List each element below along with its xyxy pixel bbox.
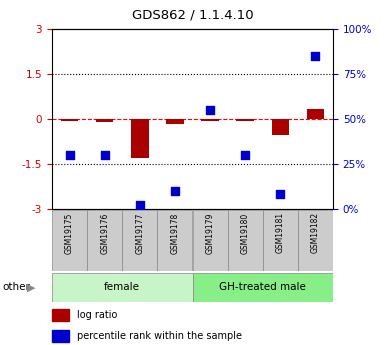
Bar — [52, 273, 192, 302]
Text: log ratio: log ratio — [77, 310, 117, 320]
Bar — [228, 210, 263, 271]
Bar — [307, 109, 324, 119]
Bar — [96, 119, 114, 122]
Text: GSM19182: GSM19182 — [311, 212, 320, 253]
Point — [277, 191, 283, 197]
Point — [172, 188, 178, 194]
Bar — [298, 210, 333, 271]
Bar — [166, 119, 184, 124]
Text: GH-treated male: GH-treated male — [219, 282, 306, 292]
Text: GSM19179: GSM19179 — [206, 212, 214, 254]
Bar — [192, 210, 228, 271]
Text: female: female — [104, 282, 140, 292]
Text: GSM19181: GSM19181 — [276, 212, 285, 253]
Bar — [52, 309, 69, 321]
Bar — [131, 119, 149, 158]
Point — [102, 152, 108, 158]
Bar — [192, 273, 333, 302]
Point — [312, 53, 318, 59]
Bar — [236, 119, 254, 121]
Point — [137, 203, 143, 208]
Text: GDS862 / 1.1.4.10: GDS862 / 1.1.4.10 — [132, 9, 253, 22]
Point — [242, 152, 248, 158]
Bar — [157, 210, 192, 271]
Bar — [61, 119, 78, 121]
Bar — [201, 119, 219, 120]
Bar — [52, 210, 87, 271]
Text: GSM19177: GSM19177 — [135, 212, 144, 254]
Point — [207, 107, 213, 113]
Text: ▶: ▶ — [27, 282, 36, 292]
Bar — [271, 119, 289, 136]
Point — [67, 152, 73, 158]
Text: other: other — [2, 282, 30, 292]
Bar — [263, 210, 298, 271]
Bar — [122, 210, 157, 271]
Text: GSM19178: GSM19178 — [171, 212, 179, 254]
Bar — [52, 330, 69, 342]
Text: GSM19175: GSM19175 — [65, 212, 74, 254]
Text: GSM19180: GSM19180 — [241, 212, 250, 254]
Bar — [87, 210, 122, 271]
Text: percentile rank within the sample: percentile rank within the sample — [77, 331, 242, 341]
Text: GSM19176: GSM19176 — [100, 212, 109, 254]
